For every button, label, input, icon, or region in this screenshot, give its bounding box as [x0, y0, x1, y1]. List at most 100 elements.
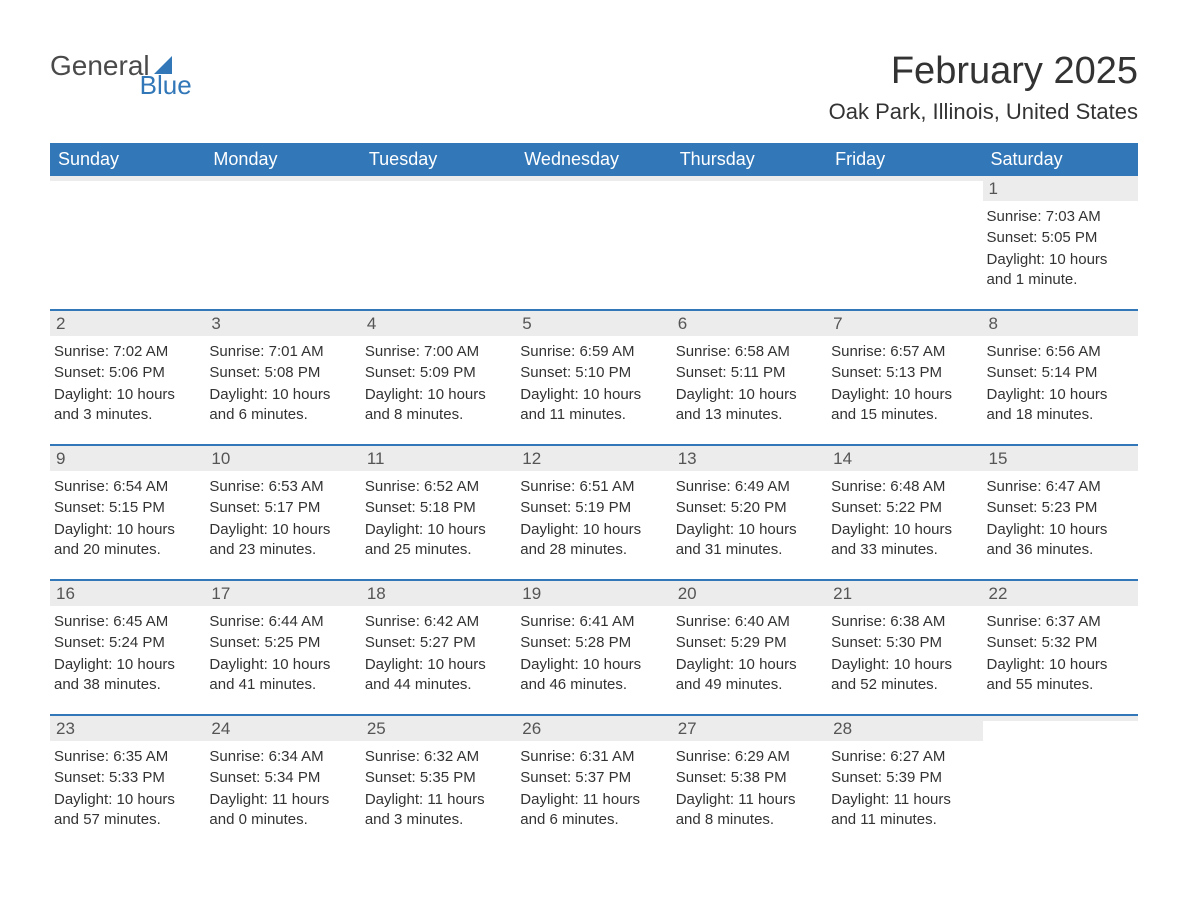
day-body: Sunrise: 7:01 AMSunset: 5:08 PMDaylight:…	[205, 336, 360, 425]
day-sunrise: Sunrise: 6:27 AM	[831, 747, 974, 767]
day-number-row: 27	[672, 716, 827, 741]
day-sunrise: Sunrise: 6:54 AM	[54, 477, 197, 497]
day-daylight: Daylight: 11 hours and 11 minutes.	[831, 790, 974, 831]
day-number: 19	[522, 584, 541, 603]
day-number: 18	[367, 584, 386, 603]
day-number-row: 11	[361, 446, 516, 471]
day-number-row: 16	[50, 581, 205, 606]
calendar-day: 26Sunrise: 6:31 AMSunset: 5:37 PMDayligh…	[516, 716, 671, 849]
day-number: 9	[56, 449, 65, 468]
day-sunset: Sunset: 5:25 PM	[209, 633, 352, 653]
day-number: 26	[522, 719, 541, 738]
day-daylight: Daylight: 11 hours and 8 minutes.	[676, 790, 819, 831]
weeks-container: 1 Sunrise: 7:03 AMSunset: 5:05 PMDaylight…	[50, 176, 1138, 849]
day-number-row: 19	[516, 581, 671, 606]
day-body: Sunrise: 7:03 AMSunset: 5:05 PMDaylight:…	[983, 201, 1138, 290]
day-number: 8	[989, 314, 998, 333]
day-sunset: Sunset: 5:33 PM	[54, 768, 197, 788]
day-sunset: Sunset: 5:32 PM	[987, 633, 1130, 653]
day-number-row: 8	[983, 311, 1138, 336]
calendar-day	[983, 716, 1138, 849]
day-sunrise: Sunrise: 6:31 AM	[520, 747, 663, 767]
day-sunrise: Sunrise: 6:38 AM	[831, 612, 974, 632]
day-sunset: Sunset: 5:35 PM	[365, 768, 508, 788]
day-body	[672, 181, 827, 187]
day-number-row: 17	[205, 581, 360, 606]
day-sunrise: Sunrise: 7:01 AM	[209, 342, 352, 362]
title-block: February 2025 Oak Park, Illinois, United…	[829, 50, 1138, 125]
calendar-day	[50, 176, 205, 309]
dow-saturday: Saturday	[983, 143, 1138, 176]
day-number: 11	[367, 449, 385, 468]
day-number-row: 22	[983, 581, 1138, 606]
day-daylight: Daylight: 10 hours and 20 minutes.	[54, 520, 197, 561]
calendar-day	[827, 176, 982, 309]
day-number-row: 25	[361, 716, 516, 741]
day-number: 23	[56, 719, 75, 738]
calendar-day	[361, 176, 516, 309]
day-sunset: Sunset: 5:30 PM	[831, 633, 974, 653]
day-number: 22	[989, 584, 1008, 603]
day-body: Sunrise: 6:32 AMSunset: 5:35 PMDaylight:…	[361, 741, 516, 830]
day-number: 16	[56, 584, 75, 603]
day-of-week-header: Sunday Monday Tuesday Wednesday Thursday…	[50, 143, 1138, 176]
day-sunrise: Sunrise: 6:51 AM	[520, 477, 663, 497]
calendar-day: 21Sunrise: 6:38 AMSunset: 5:30 PMDayligh…	[827, 581, 982, 714]
dow-friday: Friday	[827, 143, 982, 176]
day-number: 1	[989, 179, 998, 198]
day-daylight: Daylight: 10 hours and 55 minutes.	[987, 655, 1130, 696]
day-daylight: Daylight: 10 hours and 25 minutes.	[365, 520, 508, 561]
day-number: 17	[211, 584, 230, 603]
day-sunset: Sunset: 5:13 PM	[831, 363, 974, 383]
day-number: 6	[678, 314, 687, 333]
day-daylight: Daylight: 10 hours and 46 minutes.	[520, 655, 663, 696]
day-daylight: Daylight: 10 hours and 57 minutes.	[54, 790, 197, 831]
calendar-day: 18 Sunrise: 6:42 AMSunset: 5:27 PMDayligh…	[361, 581, 516, 714]
day-number-row: 20	[672, 581, 827, 606]
day-number-row: 18	[361, 581, 516, 606]
day-sunset: Sunset: 5:34 PM	[209, 768, 352, 788]
day-number-row: 14	[827, 446, 982, 471]
day-daylight: Daylight: 10 hours and 36 minutes.	[987, 520, 1130, 561]
day-body: Sunrise: 6:56 AMSunset: 5:14 PMDaylight:…	[983, 336, 1138, 425]
day-sunset: Sunset: 5:06 PM	[54, 363, 197, 383]
day-daylight: Daylight: 10 hours and 18 minutes.	[987, 385, 1130, 426]
day-sunrise: Sunrise: 6:56 AM	[987, 342, 1130, 362]
day-sunset: Sunset: 5:19 PM	[520, 498, 663, 518]
day-number-row: 9	[50, 446, 205, 471]
day-number-row: 7	[827, 311, 982, 336]
calendar-day: 25 Sunrise: 6:32 AMSunset: 5:35 PMDayligh…	[361, 716, 516, 849]
dow-thursday: Thursday	[672, 143, 827, 176]
day-body	[50, 181, 205, 187]
logo-word-1: General	[50, 50, 150, 82]
day-number-row: 15	[983, 446, 1138, 471]
calendar-day: 7Sunrise: 6:57 AMSunset: 5:13 PMDaylight…	[827, 311, 982, 444]
calendar-day: 13Sunrise: 6:49 AMSunset: 5:20 PMDayligh…	[672, 446, 827, 579]
day-sunset: Sunset: 5:10 PM	[520, 363, 663, 383]
day-daylight: Daylight: 10 hours and 15 minutes.	[831, 385, 974, 426]
day-daylight: Daylight: 10 hours and 3 minutes.	[54, 385, 197, 426]
day-body	[205, 181, 360, 187]
day-sunset: Sunset: 5:18 PM	[365, 498, 508, 518]
day-number-row: 13	[672, 446, 827, 471]
day-daylight: Daylight: 11 hours and 3 minutes.	[365, 790, 508, 831]
day-body: Sunrise: 6:29 AMSunset: 5:38 PMDaylight:…	[672, 741, 827, 830]
day-body: Sunrise: 6:42 AMSunset: 5:27 PMDaylight:…	[361, 606, 516, 695]
day-body: Sunrise: 6:57 AMSunset: 5:13 PMDaylight:…	[827, 336, 982, 425]
day-number-row: 12	[516, 446, 671, 471]
calendar-day: 19Sunrise: 6:41 AMSunset: 5:28 PMDayligh…	[516, 581, 671, 714]
day-sunrise: Sunrise: 7:02 AM	[54, 342, 197, 362]
day-sunrise: Sunrise: 6:58 AM	[676, 342, 819, 362]
day-sunset: Sunset: 5:39 PM	[831, 768, 974, 788]
dow-monday: Monday	[205, 143, 360, 176]
day-number-row: 2	[50, 311, 205, 336]
dow-wednesday: Wednesday	[516, 143, 671, 176]
day-number: 25	[367, 719, 386, 738]
calendar-day: 16Sunrise: 6:45 AMSunset: 5:24 PMDayligh…	[50, 581, 205, 714]
day-sunrise: Sunrise: 6:49 AM	[676, 477, 819, 497]
day-body	[983, 721, 1138, 727]
day-daylight: Daylight: 10 hours and 8 minutes.	[365, 385, 508, 426]
day-number-row: 4	[361, 311, 516, 336]
day-body: Sunrise: 6:47 AMSunset: 5:23 PMDaylight:…	[983, 471, 1138, 560]
calendar-day: 17Sunrise: 6:44 AMSunset: 5:25 PMDayligh…	[205, 581, 360, 714]
